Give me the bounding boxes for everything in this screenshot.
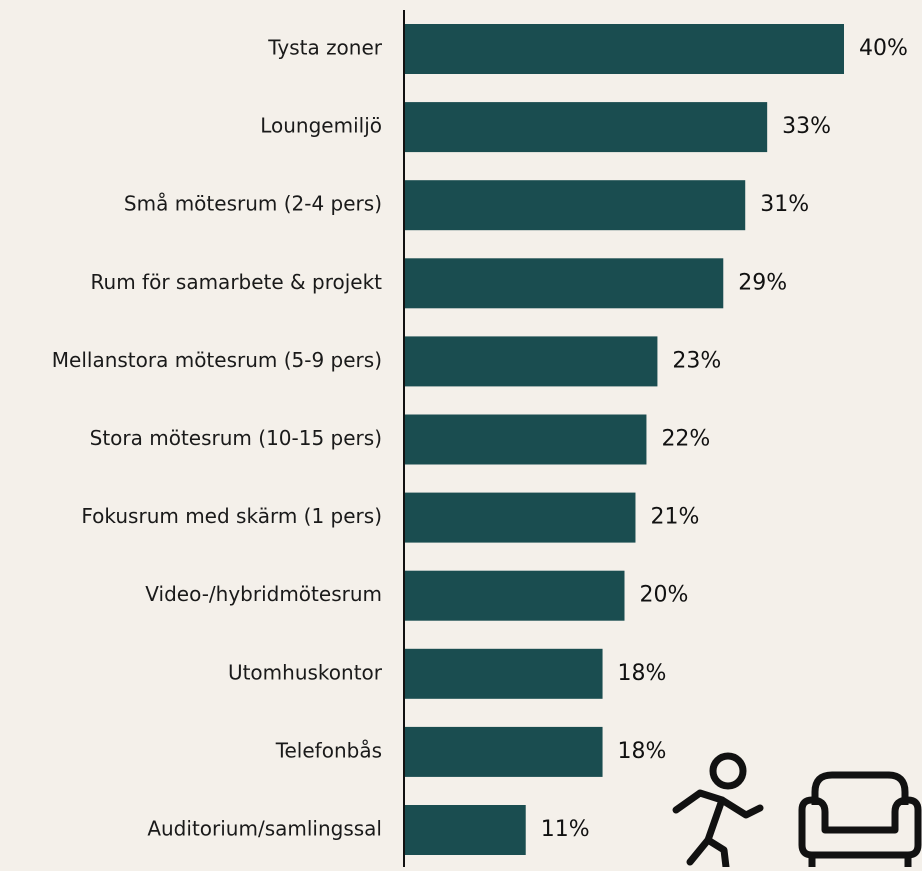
- bar: [405, 102, 768, 153]
- value-label: 23%: [672, 348, 721, 373]
- category-label: Utomhuskontor: [228, 660, 383, 684]
- bar: [405, 648, 603, 699]
- category-label: Rum för samarbete & projekt: [91, 270, 383, 294]
- bar: [405, 24, 844, 74]
- category-label: Stora mötesrum (10-15 pers): [90, 426, 382, 450]
- category-label: Video-/hybridmötesrum: [145, 582, 382, 606]
- bar: [405, 570, 625, 621]
- walking-icon: [672, 752, 764, 871]
- value-label: 18%: [618, 739, 667, 764]
- category-label: Små mötesrum (2-4 pers): [124, 192, 382, 216]
- bar: [405, 492, 636, 543]
- category-label: Mellanstora mötesrum (5-9 pers): [52, 348, 382, 372]
- bar: [405, 805, 526, 855]
- category-label: Loungemiljö: [260, 114, 382, 138]
- category-label: Fokusrum med skärm (1 pers): [81, 504, 382, 528]
- armchair-icon: [798, 771, 922, 867]
- value-label: 20%: [640, 583, 689, 608]
- bar: [405, 258, 724, 309]
- category-label: Telefonbås: [275, 738, 382, 762]
- value-label: 31%: [760, 192, 809, 217]
- value-label: 33%: [782, 114, 831, 139]
- value-label: 29%: [738, 270, 787, 295]
- category-label: Auditorium/samlingssal: [147, 817, 382, 841]
- value-label: 11%: [541, 817, 590, 842]
- bar: [405, 414, 647, 465]
- value-label: 40%: [859, 36, 908, 61]
- bar: [405, 726, 603, 777]
- bar: [405, 336, 658, 387]
- value-label: 22%: [661, 427, 710, 452]
- value-label: 18%: [618, 661, 667, 686]
- bar: [405, 180, 746, 231]
- value-label: 21%: [650, 505, 699, 530]
- category-label: Tysta zoner: [267, 36, 383, 60]
